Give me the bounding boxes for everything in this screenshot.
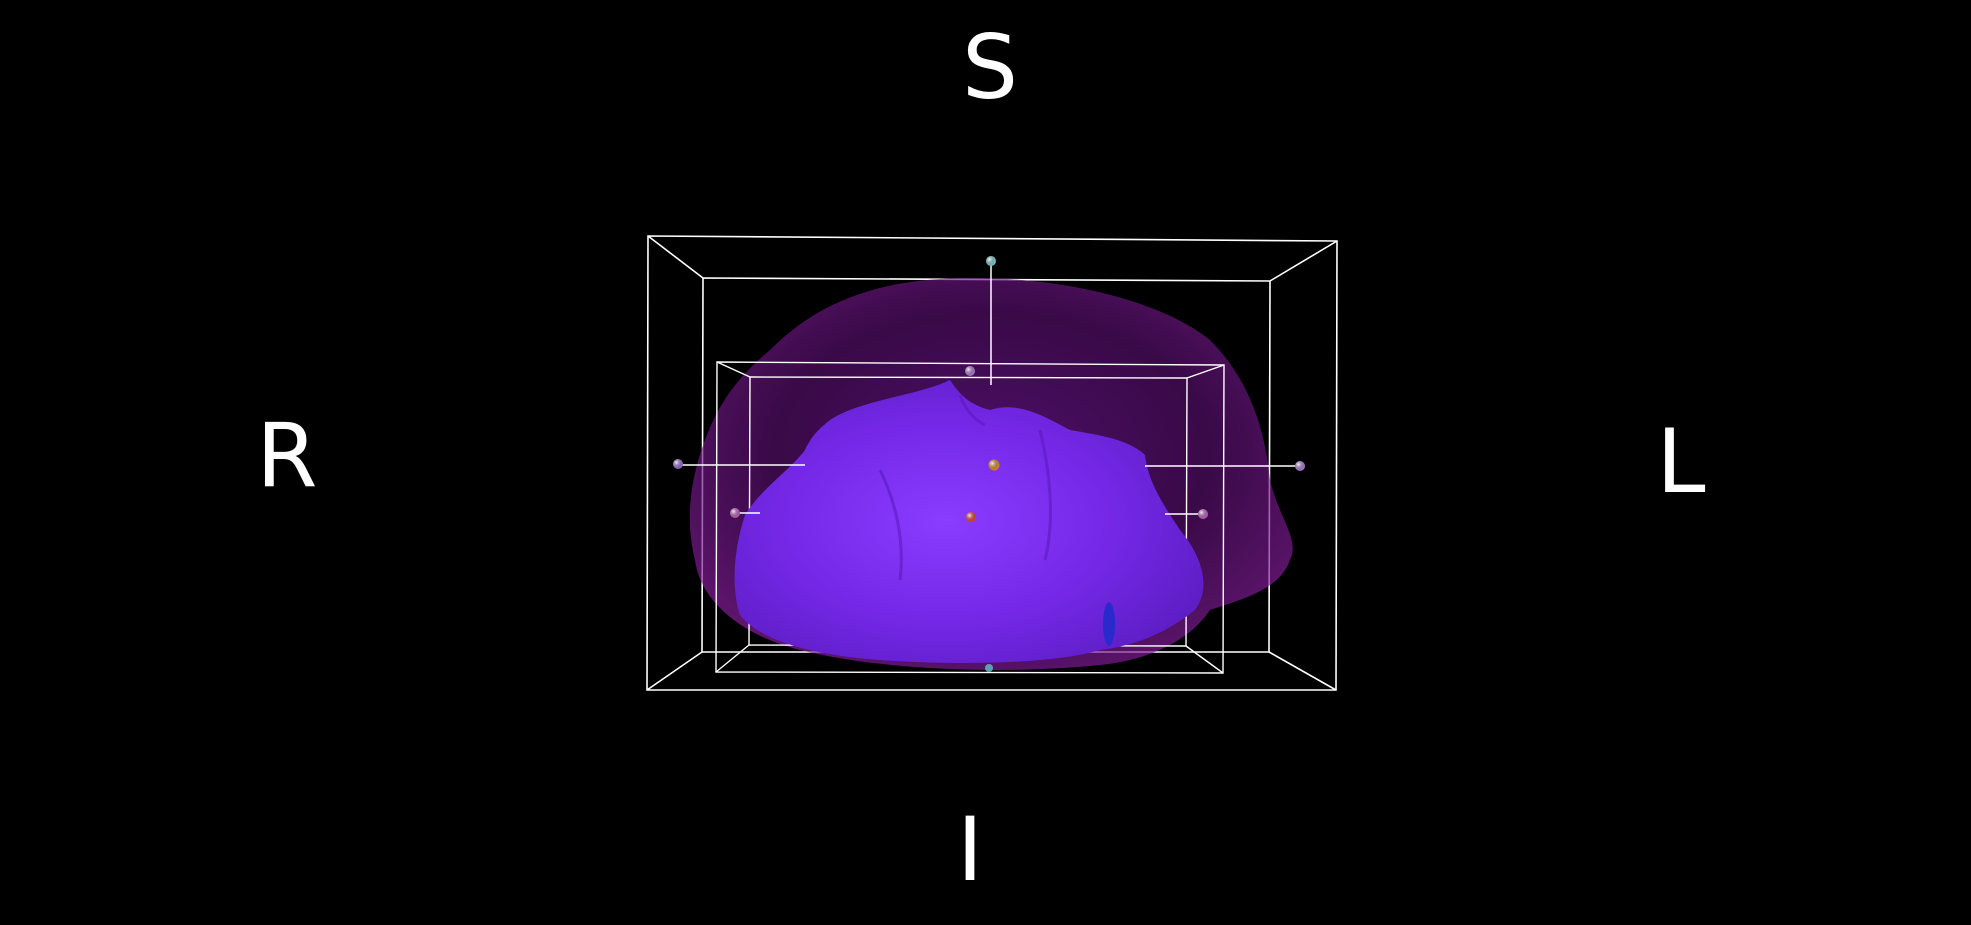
- handle-bottom[interactable]: [985, 664, 993, 672]
- orientation-label-left: L: [1656, 410, 1706, 513]
- handle-left-outer[interactable]: [673, 459, 683, 469]
- handle-left-inner[interactable]: [730, 508, 740, 518]
- surface-folds: [878, 394, 1052, 581]
- center-marker-orange[interactable]: [988, 459, 1000, 471]
- orientation-label-right: R: [256, 404, 318, 507]
- crosshair-lines: [679, 262, 1300, 515]
- handle-right-outer[interactable]: [1295, 461, 1305, 471]
- handle-top[interactable]: [986, 256, 996, 266]
- handle-inner-top[interactable]: [965, 366, 975, 376]
- orientation-label-inferior: I: [957, 798, 983, 901]
- center-marker-red[interactable]: [966, 512, 976, 522]
- orientation-label-superior: S: [962, 16, 1018, 119]
- handle-right-inner[interactable]: [1198, 509, 1208, 519]
- dark-blue-detail: [1103, 602, 1115, 646]
